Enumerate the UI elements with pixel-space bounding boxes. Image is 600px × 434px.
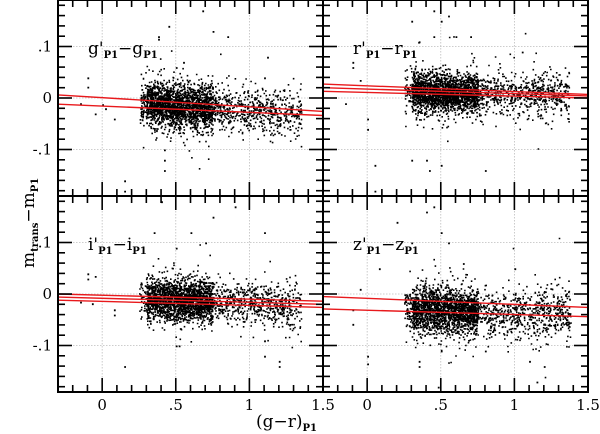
axes-frame	[57, 0, 589, 393]
gridlines	[323, 196, 588, 392]
axis-ticks	[323, 0, 588, 196]
panel-label-z: z'P1−zP1	[353, 235, 419, 257]
scatter-points	[80, 201, 303, 368]
x-tick-label: 0	[362, 396, 372, 414]
scatter-points	[352, 206, 572, 389]
scatter-points	[80, 10, 303, 193]
y-tick-label: -.1	[33, 141, 52, 159]
fit-lines	[323, 83, 588, 99]
y-axis-title: mtrans−mP1	[19, 178, 41, 268]
x-tick-label: 1	[245, 396, 255, 414]
y-tick-label: 0	[42, 89, 52, 107]
y-tick-label: -.1	[33, 337, 52, 355]
scatter-points	[345, 10, 571, 193]
x-tick-label: 0	[97, 396, 107, 414]
panel-z: z'P1−zP1	[323, 196, 588, 392]
fit-lines	[58, 94, 323, 117]
panel-r: r'P1−rP1	[323, 0, 588, 196]
y-tick-label: 0	[42, 285, 52, 303]
fit-lines	[323, 295, 588, 318]
x-tick-label: .5	[434, 396, 448, 414]
axis-ticks	[58, 0, 323, 196]
axis-ticks	[323, 196, 588, 392]
panels: g'P1−gP1 r'P1−rP1 i'P1−iP1 z'P1−zP1	[58, 0, 588, 392]
tick-labels: -.1 0 .1 -.1 0 .1 0 .5 1 1.5 0 .5 1 1.5	[33, 38, 600, 415]
x-tick-label: 1.5	[311, 396, 335, 414]
x-tick-label: 1.5	[576, 396, 600, 414]
panel-label-g: g'P1−gP1	[88, 39, 158, 61]
x-axis-title: (g−r)P1	[256, 412, 317, 434]
panel-i: i'P1−iP1	[58, 196, 323, 392]
panel-label-r: r'P1−rP1	[353, 39, 417, 61]
fit-lines	[58, 293, 323, 309]
x-tick-label: 1	[510, 396, 520, 414]
x-tick-label: .5	[169, 396, 183, 414]
axis-ticks	[58, 196, 323, 392]
panel-g: g'P1−gP1	[58, 0, 323, 196]
panel-label-i: i'P1−iP1	[88, 235, 147, 257]
y-tick-label: .1	[38, 234, 52, 252]
y-tick-label: .1	[38, 38, 52, 56]
